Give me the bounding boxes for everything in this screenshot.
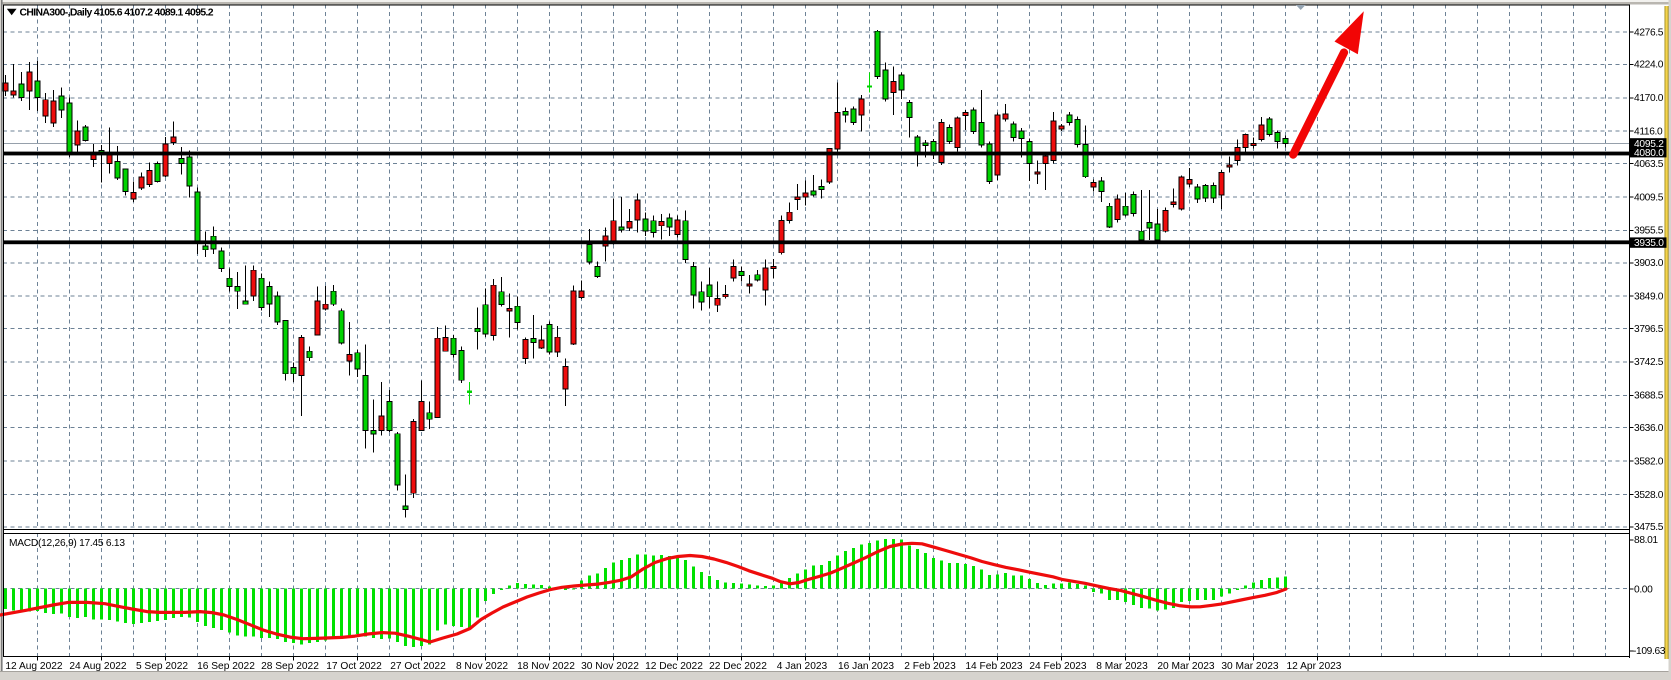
svg-text:4 Jan 2023: 4 Jan 2023 — [777, 661, 828, 672]
svg-text:3528.0: 3528.0 — [1634, 490, 1664, 501]
svg-text:3903.0: 3903.0 — [1634, 258, 1664, 269]
svg-text:30 Mar 2023: 30 Mar 2023 — [1221, 661, 1279, 672]
svg-text:MACD(12,26,9) 17.45 6.13: MACD(12,26,9) 17.45 6.13 — [9, 538, 125, 549]
svg-text:12 Dec 2022: 12 Dec 2022 — [645, 661, 703, 672]
svg-text:18 Nov 2022: 18 Nov 2022 — [517, 661, 575, 672]
svg-text:3935.0: 3935.0 — [1634, 238, 1664, 249]
svg-text:17 Oct 2022: 17 Oct 2022 — [326, 661, 382, 672]
svg-text:4080.0: 4080.0 — [1634, 148, 1664, 159]
svg-text:12 Aug 2022: 12 Aug 2022 — [5, 661, 63, 672]
svg-text:4063.5: 4063.5 — [1634, 159, 1664, 170]
svg-text:4224.0: 4224.0 — [1634, 60, 1664, 71]
svg-text:3796.5: 3796.5 — [1634, 324, 1664, 335]
svg-text:2 Feb 2023: 2 Feb 2023 — [904, 661, 956, 672]
svg-text:CHINA300-,Daily 4105.6 4107.2: CHINA300-,Daily 4105.6 4107.2 4089.1 409… — [20, 8, 214, 19]
svg-text:30 Nov 2022: 30 Nov 2022 — [581, 661, 639, 672]
svg-text:27 Oct 2022: 27 Oct 2022 — [390, 661, 446, 672]
svg-text:8 Mar 2023: 8 Mar 2023 — [1096, 661, 1148, 672]
svg-text:3955.5: 3955.5 — [1634, 226, 1664, 237]
svg-text:14 Feb 2023: 14 Feb 2023 — [965, 661, 1023, 672]
svg-text:4009.5: 4009.5 — [1634, 192, 1664, 203]
svg-text:-109.63: -109.63 — [1633, 646, 1666, 657]
svg-text:3849.0: 3849.0 — [1634, 292, 1664, 303]
svg-text:22 Dec 2022: 22 Dec 2022 — [709, 661, 767, 672]
svg-text:4276.5: 4276.5 — [1634, 27, 1664, 38]
svg-text:12 Apr 2023: 12 Apr 2023 — [1287, 661, 1342, 672]
svg-text:4116.0: 4116.0 — [1634, 127, 1663, 138]
svg-text:16 Sep 2022: 16 Sep 2022 — [197, 661, 255, 672]
svg-text:88.01: 88.01 — [1634, 535, 1658, 546]
svg-text:0.00: 0.00 — [1634, 584, 1653, 595]
svg-text:8 Nov 2022: 8 Nov 2022 — [456, 661, 508, 672]
svg-text:3742.5: 3742.5 — [1634, 357, 1664, 368]
svg-text:28 Sep 2022: 28 Sep 2022 — [261, 661, 319, 672]
svg-text:16 Jan 2023: 16 Jan 2023 — [838, 661, 894, 672]
svg-text:3475.5: 3475.5 — [1634, 522, 1664, 533]
svg-text:3582.0: 3582.0 — [1634, 456, 1664, 467]
svg-text:24 Aug 2022: 24 Aug 2022 — [69, 661, 127, 672]
svg-text:4170.0: 4170.0 — [1634, 93, 1664, 104]
svg-text:3636.0: 3636.0 — [1634, 423, 1664, 434]
svg-text:4095.2: 4095.2 — [1634, 139, 1664, 150]
svg-text:3688.5: 3688.5 — [1634, 391, 1664, 402]
svg-text:5 Sep 2022: 5 Sep 2022 — [136, 661, 188, 672]
svg-text:24 Feb 2023: 24 Feb 2023 — [1029, 661, 1087, 672]
svg-text:20 Mar 2023: 20 Mar 2023 — [1157, 661, 1215, 672]
